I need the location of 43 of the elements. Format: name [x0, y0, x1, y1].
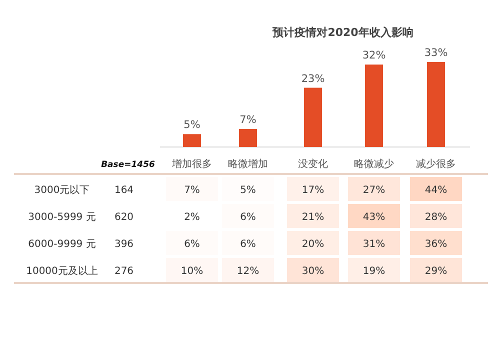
bar	[304, 88, 322, 147]
data-label: 6%	[240, 239, 256, 250]
data-label: 21%	[302, 212, 324, 223]
y2-tick-label: 164	[114, 185, 134, 196]
x-tick-label: 增加很多	[171, 158, 212, 170]
x-tick-label: 略微增加	[228, 158, 268, 170]
data-label: 5%	[240, 185, 256, 196]
y2-tick-label: 276	[114, 266, 134, 277]
data-label: 33%	[424, 47, 448, 59]
data-label: 36%	[424, 239, 448, 250]
data-label: 29%	[424, 266, 448, 277]
data-label: 10%	[180, 266, 204, 277]
data-label: 7%	[240, 114, 256, 126]
y2-tick-label: 396	[114, 239, 134, 250]
data-label: 31%	[362, 239, 386, 250]
y-tick-label: 6000-9999 元	[28, 239, 96, 250]
data-label: 20%	[302, 239, 324, 250]
data-label: 12%	[236, 266, 260, 277]
x-tick-label: 减少很多	[416, 158, 456, 170]
bar	[427, 62, 445, 147]
data-label: 30%	[302, 266, 324, 277]
data-label: 6%	[184, 239, 200, 250]
y-tick-label: 10000元及以上	[26, 265, 98, 277]
y-tick-label: 3000元以下	[34, 184, 90, 196]
text: Base=1456	[101, 160, 155, 170]
data-label: 6%	[240, 212, 256, 223]
data-label: 17%	[302, 185, 324, 196]
x-tick-label: 略微减少	[354, 158, 394, 170]
data-label: 19%	[362, 266, 386, 277]
data-label: 28%	[424, 212, 448, 223]
bar	[365, 64, 383, 147]
data-label: 2%	[184, 212, 200, 223]
chart-title: 预计疫情对2020年收入影响	[272, 26, 414, 39]
data-label: 32%	[362, 50, 386, 62]
data-label: 44%	[424, 185, 448, 196]
data-label: 5%	[184, 119, 200, 132]
data-label: 7%	[184, 185, 200, 196]
y-tick-label: 3000-5999 元	[28, 212, 96, 223]
y2-tick-label: 620	[114, 212, 134, 223]
data-label: 27%	[362, 185, 386, 196]
data-label: 23%	[301, 72, 325, 85]
data-label: 43%	[362, 212, 386, 223]
x-tick-label: 没变化	[298, 158, 328, 170]
